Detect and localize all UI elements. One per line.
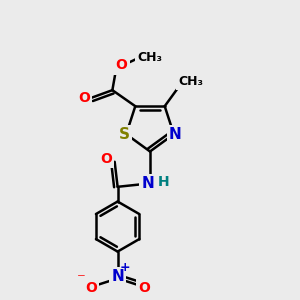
- Text: O: O: [138, 280, 150, 295]
- Text: O: O: [116, 58, 128, 73]
- Text: O: O: [100, 152, 112, 166]
- Text: CH₃: CH₃: [137, 51, 162, 64]
- Text: O: O: [85, 280, 97, 295]
- Text: O: O: [78, 91, 90, 105]
- Text: +: +: [120, 261, 130, 274]
- Text: N: N: [169, 127, 182, 142]
- Text: H: H: [158, 176, 169, 189]
- Text: S: S: [119, 127, 130, 142]
- Text: ⁻: ⁻: [77, 270, 86, 288]
- Text: N: N: [141, 176, 154, 191]
- Text: CH₃: CH₃: [178, 75, 203, 88]
- Text: N: N: [111, 269, 124, 284]
